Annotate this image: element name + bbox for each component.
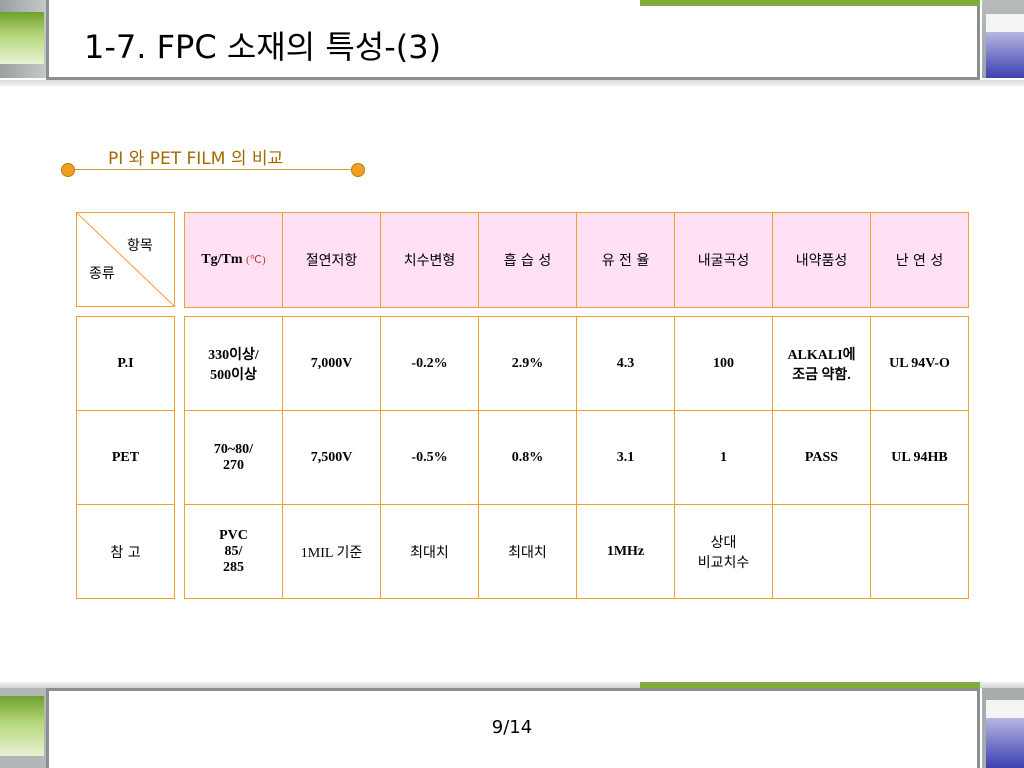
cell-line: 비교치수	[697, 554, 750, 571]
table-row: 330이상/ 500이상 7,000V -0.2% 2.9% 4.3 100 A…	[184, 316, 969, 411]
corner-diagonal	[77, 213, 174, 306]
header-right-white-block	[986, 14, 1024, 32]
header-right-blue-block	[986, 32, 1024, 78]
cell-flex: 상대 비교치수	[674, 504, 773, 599]
cell-insulation: 7,500V	[282, 410, 381, 505]
footer-frame	[46, 688, 980, 768]
header-rule	[0, 80, 1024, 86]
cell-moisture: 0.8%	[478, 410, 577, 505]
subheading-right-dot	[351, 163, 365, 177]
footer-rule	[0, 682, 1024, 688]
row-name-table: P.I PET 참 고	[76, 316, 175, 599]
cell-moisture: 2.9%	[478, 316, 577, 411]
header-left-green-block	[0, 12, 44, 64]
cell-dimension: 최대치	[380, 504, 479, 599]
cell-line: 270	[223, 457, 244, 473]
cell-chemical: PASS	[772, 410, 871, 505]
cell-flex: 1	[674, 410, 773, 505]
cell-dimension: -0.2%	[380, 316, 479, 411]
footer-left-green-block	[0, 696, 44, 756]
table-row: PVC 85/ 285 1MIL 기준 최대치 최대치 1MHz 상대 비교치수	[184, 504, 969, 599]
cell-line: 1	[720, 449, 727, 465]
cell-line: 330이상/	[208, 347, 259, 363]
cell-dielectric: 1MHz	[576, 504, 675, 599]
header-insulation: 절연저항	[282, 212, 381, 308]
cell-flame: UL 94HB	[870, 410, 969, 505]
cell-flex: 100	[674, 316, 773, 411]
header-tg-tm-unit: (℃)	[246, 254, 266, 266]
header-tg-tm: Tg/Tm (℃)	[184, 212, 283, 308]
page-title: 1-7. FPC 소재의 특성-(3)	[84, 28, 442, 66]
cell-dielectric: 3.1	[576, 410, 675, 505]
subheading-underline	[68, 169, 358, 170]
cell-flame: UL 94V-O	[870, 316, 969, 411]
header-moisture: 흡 습 성	[478, 212, 577, 308]
cell-line: 조금 약함.	[792, 367, 851, 383]
footer-right-blue-block	[986, 718, 1024, 768]
cell-flame	[870, 504, 969, 599]
cell-line: 상대	[710, 534, 737, 551]
cell-line: 85/	[224, 543, 243, 559]
cell-line: 100	[713, 355, 734, 371]
cell-line: 70~80/	[213, 441, 254, 457]
row-name: 참 고	[76, 504, 175, 599]
header-flame: 난 연 성	[870, 212, 969, 308]
data-table: 330이상/ 500이상 7,000V -0.2% 2.9% 4.3 100 A…	[184, 316, 969, 599]
cell-tg-tm: PVC 85/ 285	[184, 504, 283, 599]
row-name: P.I	[76, 316, 175, 411]
cell-insulation: 1MIL 기준	[282, 504, 381, 599]
corner-label-types: 종류	[89, 266, 115, 282]
cell-line: 285	[223, 559, 244, 575]
header-green-bar	[640, 0, 980, 6]
header-frame	[46, 0, 980, 80]
corner-cell: 항목 종류	[76, 212, 175, 307]
cell-line: PVC	[219, 527, 248, 543]
header-chemical: 내약품성	[772, 212, 871, 308]
row-name: PET	[76, 410, 175, 505]
subheading: PI 와 PET FILM 의 비교	[108, 149, 284, 169]
cell-moisture: 최대치	[478, 504, 577, 599]
footer-right-white-block	[986, 700, 1024, 718]
footer-green-bar	[640, 682, 980, 688]
cell-chemical: ALKALI에 조금 약함.	[772, 316, 871, 411]
header-dimension: 치수변형	[380, 212, 479, 308]
cell-tg-tm: 70~80/ 270	[184, 410, 283, 505]
cell-tg-tm: 330이상/ 500이상	[184, 316, 283, 411]
cell-dielectric: 4.3	[576, 316, 675, 411]
cell-dimension: -0.5%	[380, 410, 479, 505]
cell-line: 500이상	[210, 367, 257, 383]
subheading-left-dot	[61, 163, 75, 177]
header-table: Tg/Tm (℃) 절연저항 치수변형 흡 습 성 유 전 율 내굴곡성 내약품…	[184, 212, 969, 308]
header-dielectric: 유 전 율	[576, 212, 675, 308]
cell-line: PASS	[804, 449, 839, 465]
header-flex: 내굴곡성	[674, 212, 773, 308]
cell-line: ALKALI에	[787, 347, 856, 363]
header-tg-tm-label: Tg/Tm	[201, 252, 243, 267]
cell-chemical	[772, 504, 871, 599]
table-row: 70~80/ 270 7,500V -0.5% 0.8% 3.1 1 PASS …	[184, 410, 969, 505]
page-number: 9/14	[491, 717, 533, 738]
corner-label-items: 항목	[127, 238, 153, 254]
corner-table: 항목 종류	[76, 212, 175, 307]
cell-insulation: 7,000V	[282, 316, 381, 411]
